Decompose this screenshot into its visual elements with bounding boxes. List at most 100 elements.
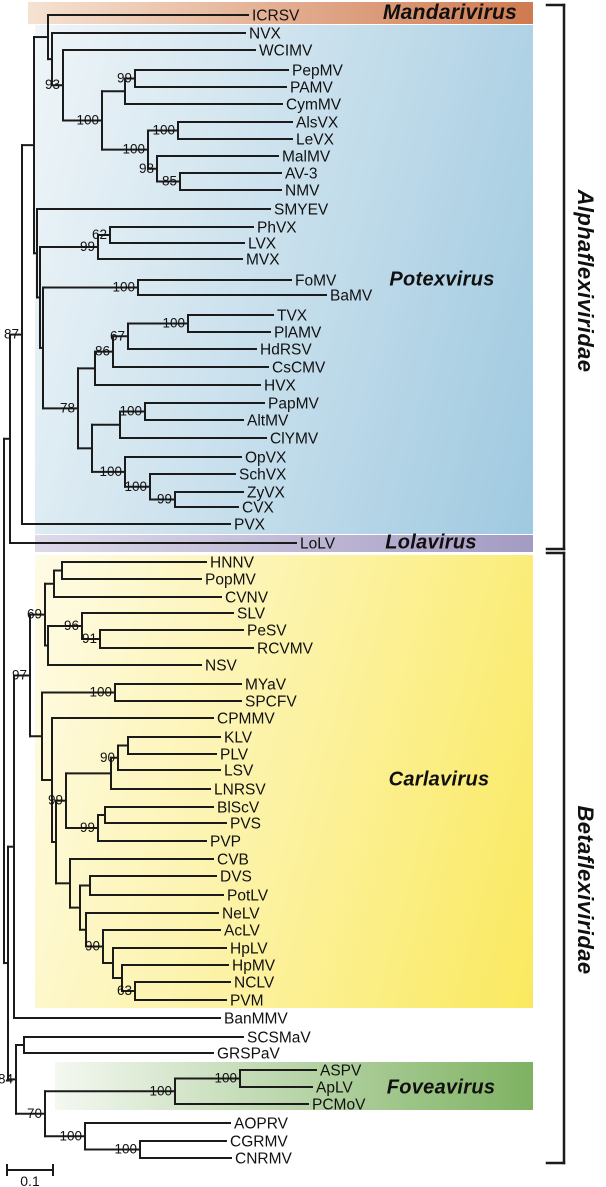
support-value: 84: [0, 1071, 13, 1086]
taxon-label: HpMV: [232, 958, 276, 975]
support-value: 99: [80, 820, 95, 835]
support-value: 100: [119, 404, 142, 419]
support-value: 100: [76, 112, 99, 127]
taxon-label: ZyVX: [247, 485, 286, 502]
taxon-label: PopMV: [205, 572, 256, 589]
taxon-label: PLV: [220, 747, 249, 764]
taxon-label: NVX: [249, 26, 282, 43]
support-value: 100: [124, 479, 147, 494]
taxon-label: HdRSV: [260, 342, 312, 359]
taxon-label: LNRSV: [214, 782, 266, 799]
taxon-label: PlAMV: [274, 325, 322, 342]
taxon-label: HpLV: [230, 941, 268, 958]
taxon-label: CymMV: [286, 97, 342, 114]
support-value: 97: [12, 667, 27, 682]
taxon-label: BaMV: [330, 288, 373, 305]
taxon-label: PAMV: [290, 80, 333, 97]
support-value: 98: [139, 161, 154, 176]
mandarivirus-box: [28, 2, 533, 24]
taxon-label: CVX: [242, 500, 275, 517]
taxon-label: SMYEV: [274, 202, 329, 219]
scale-bar-label: 0.1: [20, 1173, 40, 1187]
taxon-label: LoLV: [300, 536, 336, 553]
taxon-label: ApLV: [316, 1080, 353, 1097]
support-value: 100: [89, 685, 112, 700]
taxon-label: PotLV: [227, 888, 269, 905]
taxon-label: SchVX: [239, 467, 287, 484]
taxon-label: SPCFV: [245, 694, 297, 711]
taxon-label: CsCMV: [272, 360, 326, 377]
taxon-label: NCLV: [234, 975, 275, 992]
support-value: 99: [157, 492, 172, 507]
support-value: 62: [92, 227, 107, 242]
taxon-label: NMV: [285, 183, 320, 200]
taxon-label: LSV: [224, 763, 254, 780]
taxon-label: MalMV: [282, 149, 331, 166]
support-value: 100: [114, 1142, 137, 1157]
taxon-label: FoMV: [295, 273, 337, 290]
taxon-label: PCMoV: [312, 1097, 366, 1114]
taxon-label: MVX: [246, 252, 280, 269]
taxon-label: CVNV: [225, 590, 269, 607]
taxon-label: NSV: [205, 658, 238, 675]
taxon-label: CGRMV: [230, 1134, 288, 1151]
support-value: 96: [64, 618, 79, 633]
support-value: 99: [80, 239, 95, 254]
taxon-label: ASPV: [320, 1063, 362, 1080]
support-value: 87: [4, 327, 19, 342]
taxon-label: AcLV: [224, 923, 261, 940]
taxon-label: PVS: [230, 816, 261, 833]
taxon-label: OpVX: [245, 450, 287, 467]
support-value: 100: [112, 280, 135, 295]
taxon-label: SLV: [237, 606, 266, 623]
support-value: 100: [99, 464, 122, 479]
taxon-label: AOPRV: [234, 1116, 289, 1133]
support-value: 67: [110, 328, 125, 343]
support-value: 90: [85, 939, 100, 954]
taxon-label: BanMMV: [224, 1011, 288, 1028]
support-value: 69: [27, 607, 42, 622]
support-value: 100: [162, 316, 185, 331]
taxon-label: CPMMV: [217, 711, 275, 728]
taxon-label: PepMV: [292, 63, 343, 80]
taxon-label: MYaV: [245, 677, 287, 694]
support-value: 63: [117, 983, 132, 998]
support-value: 70: [27, 1106, 42, 1121]
taxon-label: PapMV: [268, 396, 319, 413]
taxon-label: KLV: [224, 730, 253, 747]
taxon-label: TVX: [277, 308, 308, 325]
support-value: 91: [82, 631, 97, 646]
taxon-label: BlScV: [217, 800, 260, 817]
support-value: 99: [48, 793, 63, 808]
taxon-label: PhVX: [257, 220, 297, 237]
taxon-label: ICRSV: [252, 8, 300, 25]
support-value: 90: [100, 750, 115, 765]
taxon-label: GRSPaV: [217, 1046, 281, 1063]
taxon-label: LeVX: [296, 132, 335, 149]
taxon-label: NeLV: [222, 906, 260, 923]
taxon-label: PVM: [230, 993, 264, 1010]
taxon-label: AltMV: [247, 413, 289, 430]
taxon-label: DVS: [220, 869, 252, 886]
taxon-label: SCSMaV: [247, 1030, 311, 1047]
taxon-label: PVP: [210, 834, 241, 851]
support-value: 99: [117, 71, 132, 86]
support-value: 100: [214, 1071, 237, 1086]
support-value: 78: [60, 400, 75, 415]
taxon-label: HNNV: [210, 555, 255, 572]
support-value: 93: [45, 77, 60, 92]
taxon-label: WCIMV: [259, 43, 313, 60]
taxon-label: PVX: [234, 517, 266, 534]
support-value: 85: [162, 174, 177, 189]
support-value: 100: [149, 1083, 172, 1098]
support-value: 100: [122, 142, 145, 157]
support-value: 86: [95, 344, 110, 359]
taxon-label: CVB: [217, 852, 249, 869]
taxon-label: HVX: [264, 378, 297, 395]
taxon-label: ClYMV: [270, 431, 319, 448]
taxon-label: AlsVX: [296, 115, 339, 132]
support-value: 100: [59, 1128, 82, 1143]
taxon-label: RCVMV: [257, 641, 314, 658]
taxon-label: PeSV: [247, 623, 287, 640]
